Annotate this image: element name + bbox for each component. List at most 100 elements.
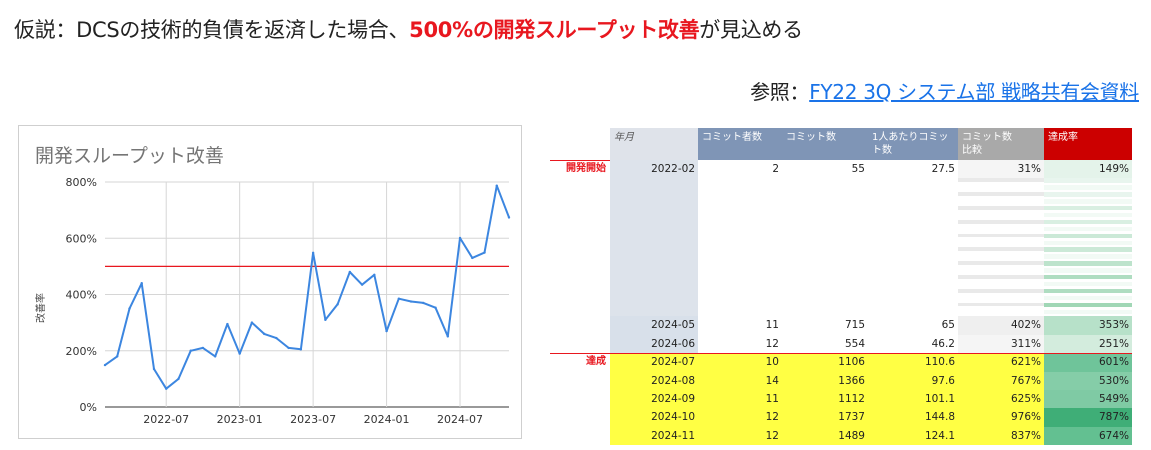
middle-row-cell: 554 [782, 334, 868, 354]
data-point [397, 297, 401, 300]
achieved-row-cell: 1489 [782, 426, 868, 446]
series-line [104, 184, 510, 390]
rate-stripe [1044, 247, 1132, 252]
rate-stripe [1044, 206, 1132, 211]
data-point [495, 184, 498, 187]
achieved-row-cell: 12 [698, 426, 782, 446]
rate-stripe [1044, 275, 1132, 280]
achieved-row-cell: 2024-07 [610, 353, 698, 372]
chart-svg: 開発スループット改善 改善率 0% 200% 400% 600% 800% 2022-0… [34, 145, 511, 426]
rate-stripe [1044, 185, 1132, 190]
reference-link[interactable]: FY22 3Q システム部 戦略共有会資料 [809, 80, 1139, 104]
table-header-cell: 年月 [610, 128, 698, 160]
first-row-cell: 31% [958, 160, 1044, 179]
data-point [422, 301, 425, 305]
chart-title: 開発スループット改善 [35, 145, 224, 167]
achieved-row-cell: 110.6 [868, 353, 958, 372]
achieved-row-cell: 2024-11 [610, 426, 698, 446]
compare-stripe [958, 178, 1044, 183]
first-row-cell: 2022-02 [610, 160, 698, 179]
table-header-cell: コミット数 [782, 128, 868, 160]
rate-stripe [1044, 268, 1132, 273]
compare-stripe [958, 233, 1044, 238]
achieved-row-cell: 124.1 [868, 426, 958, 446]
achieved-row-cell: 787% [1044, 408, 1132, 427]
rate-stripe [1044, 261, 1132, 266]
data-point [299, 348, 303, 351]
achieved-row-cell: 144.8 [868, 408, 958, 427]
table-header-cell: コミット数 比較 [958, 128, 1044, 160]
middle-row-cell: 2024-05 [610, 316, 698, 335]
section-divider [550, 160, 610, 161]
rate-stripe [1044, 212, 1132, 218]
x-tick-label: 2024-01 [364, 413, 410, 426]
achieved-divider [550, 353, 1132, 355]
y-tick-label: 800% [66, 176, 97, 189]
data-point [128, 307, 131, 310]
achieved-row-cell: 14 [698, 371, 782, 390]
rate-stripe [1044, 233, 1132, 239]
data-point [287, 346, 290, 350]
rate-stripe [1044, 178, 1132, 183]
rate-stripe [1044, 240, 1132, 245]
data-point [434, 306, 437, 309]
achieved-row-cell: 625% [958, 390, 1044, 409]
data-point [250, 321, 254, 324]
rate-stripe [1044, 295, 1132, 301]
compare-stripe [958, 192, 1044, 196]
y-tick-label: 600% [66, 232, 97, 245]
data-point [238, 352, 241, 355]
rate-stripe [1044, 281, 1132, 287]
achieved-row-cell: 2024-08 [610, 371, 698, 390]
data-point [385, 329, 388, 333]
data-point [446, 335, 449, 338]
first-row-cell: 2 [772, 163, 779, 175]
middle-row-cell: 311% [958, 334, 1044, 354]
data-point [348, 270, 352, 274]
rate-stripe [1044, 226, 1132, 232]
data-point [213, 355, 217, 358]
section-label-achieved: 達成 [586, 356, 606, 368]
achieved-row-cell: 10 [698, 353, 782, 372]
compare-stripe [958, 288, 1044, 293]
table-header-cell: 達成率 [1044, 128, 1132, 160]
rate-stripe [1044, 309, 1132, 314]
middle-row-cell: 715 [782, 316, 868, 335]
data-point [103, 363, 107, 367]
y-tick-label: 400% [66, 289, 97, 302]
data-point [409, 300, 413, 303]
compare-stripe [958, 247, 1044, 252]
data-point [275, 336, 278, 340]
section-label-start: 開発開始 [566, 163, 606, 174]
middle-row-cell: 46.2 [868, 334, 958, 354]
achieved-row-cell: 1112 [782, 390, 868, 409]
achieved-row-cell: 1366 [782, 371, 868, 390]
rate-stripe [1044, 254, 1132, 259]
achieved-row-cell: 1737 [782, 408, 868, 427]
x-tick-label: 2022-07 [143, 413, 189, 426]
data-point [373, 273, 376, 277]
compare-stripe [958, 206, 1044, 210]
x-tick-label: 2023-01 [217, 413, 263, 426]
rate-stripe [1044, 199, 1132, 204]
middle-row-cell: 65 [868, 316, 958, 335]
reference-label: 参照： [750, 80, 810, 104]
achieved-row-cell: 2024-09 [610, 390, 698, 409]
headline: 仮説：DCSの技術的負債を返済した場合、500%の開発スループット改善が見込める [14, 14, 803, 44]
achieved-row-cell: 101.1 [868, 390, 958, 409]
data-point [152, 367, 156, 371]
rate-stripe [1044, 302, 1132, 308]
y-tick-label: 0% [80, 401, 97, 414]
headline-suffix: が見込める [699, 18, 803, 42]
reference: 参照：FY22 3Q システム部 戦略共有会資料 [750, 76, 1139, 105]
data-point [483, 251, 486, 254]
achieved-row-cell: 976% [958, 408, 1044, 427]
achieved-row-cell: 767% [958, 371, 1044, 390]
middle-row-cell: 251% [1044, 334, 1132, 354]
table-header-cell: コミット者数 [698, 128, 782, 160]
data-point [471, 256, 474, 260]
achieved-row-cell: 2024-10 [610, 408, 698, 427]
data-point [226, 322, 229, 326]
achieved-row-cell: 1106 [782, 353, 868, 372]
compare-stripe [958, 302, 1044, 307]
